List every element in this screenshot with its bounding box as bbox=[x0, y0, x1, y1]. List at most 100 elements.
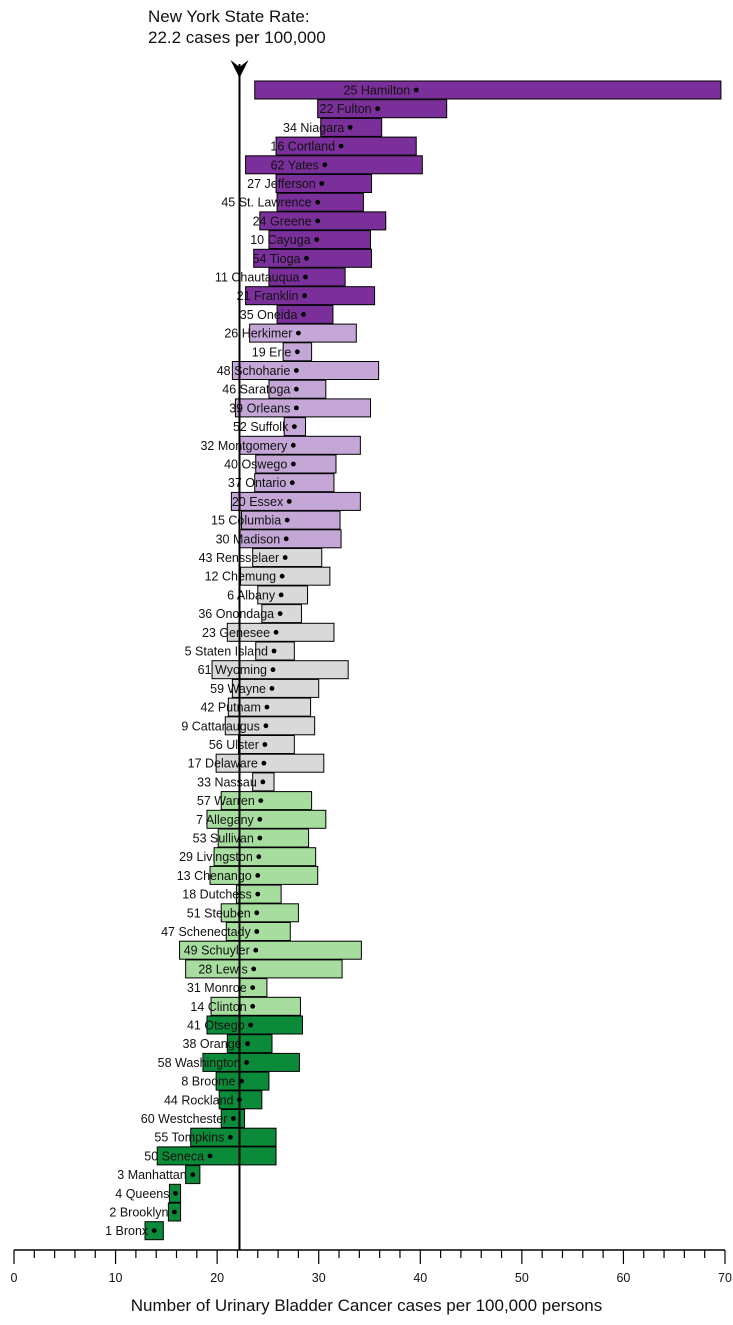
confidence-bar bbox=[317, 99, 448, 119]
county-label: 53 Sullivan bbox=[193, 832, 254, 846]
confidence-bar bbox=[185, 959, 343, 979]
county-label: 34 Niagara bbox=[283, 121, 344, 135]
county-label: 28 Lewis bbox=[198, 962, 247, 976]
county-label: 5 Staten Island bbox=[185, 645, 268, 659]
county-label: 14 Clinton bbox=[190, 1000, 246, 1014]
county-label: 40 Oswego bbox=[224, 458, 287, 472]
county-label: 32 Montgomery bbox=[200, 439, 288, 453]
county-label: 2 Brooklyn bbox=[109, 1206, 168, 1220]
confidence-bar bbox=[268, 230, 372, 250]
confidence-bar bbox=[156, 1146, 277, 1166]
county-label: 19 Erie bbox=[252, 345, 292, 359]
county-label: 47 Schenectady bbox=[161, 925, 251, 939]
county-label: 29 Livingston bbox=[179, 850, 253, 864]
county-label: 37 Ontario bbox=[228, 476, 286, 490]
rate-point bbox=[254, 929, 260, 934]
rate-point bbox=[303, 274, 308, 280]
rate-point bbox=[250, 985, 256, 990]
confidence-bar bbox=[202, 1052, 300, 1072]
rate-point bbox=[282, 555, 288, 560]
county-label: 22 Fulton bbox=[320, 102, 372, 116]
county-label: 25 Hamilton bbox=[344, 84, 411, 98]
rate-point bbox=[257, 816, 263, 822]
rate-point bbox=[261, 760, 267, 766]
x-tick-label: 70 bbox=[718, 1271, 732, 1285]
rate-point bbox=[284, 517, 290, 523]
rate-point bbox=[322, 162, 328, 168]
county-label: 11 Chautauqua bbox=[215, 271, 300, 285]
county-label: 21 Franklin bbox=[237, 289, 299, 303]
rate-point bbox=[260, 779, 266, 785]
rate-point bbox=[289, 480, 295, 486]
rate-point bbox=[269, 686, 275, 691]
confidence-bar bbox=[211, 660, 349, 680]
rate-point bbox=[314, 237, 320, 243]
confidence-bar bbox=[226, 622, 335, 642]
state-rate-line2: 22.2 cases per 100,000 bbox=[148, 28, 326, 47]
rate-point bbox=[151, 1228, 157, 1234]
county-label: 27 Jefferson bbox=[247, 177, 316, 191]
rate-point bbox=[302, 293, 307, 299]
rate-point bbox=[262, 742, 268, 747]
county-label: 20 Essex bbox=[232, 495, 284, 509]
rate-point bbox=[172, 1209, 177, 1215]
county-label: 52 Suffolk bbox=[233, 420, 289, 434]
rate-point bbox=[290, 461, 296, 467]
county-label: 56 Ulster bbox=[209, 738, 259, 752]
x-tick-label: 30 bbox=[312, 1271, 326, 1285]
county-label: 1 Bronx bbox=[105, 1224, 149, 1238]
rate-point bbox=[263, 723, 269, 729]
county-label: 44 Rockland bbox=[164, 1093, 234, 1107]
confidence-bar bbox=[220, 903, 299, 923]
county-label: 60 Westchester bbox=[141, 1112, 228, 1126]
rate-point bbox=[290, 442, 296, 448]
confidence-bar bbox=[227, 697, 312, 717]
rate-point bbox=[271, 648, 277, 654]
confidence-bar bbox=[209, 865, 319, 885]
rate-point bbox=[257, 835, 263, 841]
rate-point bbox=[375, 106, 381, 112]
rate-point bbox=[190, 1172, 196, 1177]
confidence-bar bbox=[210, 996, 301, 1016]
x-axis-title: Number of Urinary Bladder Cancer cases p… bbox=[130, 1296, 603, 1315]
rate-point bbox=[413, 87, 419, 93]
county-label: 55 Tompkins bbox=[154, 1131, 224, 1145]
county-label: 38 Orange bbox=[183, 1037, 242, 1051]
county-label: 62 Yates bbox=[271, 158, 319, 172]
rate-point bbox=[283, 536, 289, 542]
confidence-bar bbox=[240, 566, 331, 586]
county-label: 9 Cattaraugus bbox=[181, 719, 260, 733]
rate-point bbox=[227, 1134, 233, 1140]
rate-point bbox=[304, 255, 309, 261]
confidence-bar bbox=[231, 361, 380, 380]
confidence-bar bbox=[249, 323, 357, 343]
county-label: 15 Columbia bbox=[211, 514, 281, 528]
rate-point bbox=[301, 312, 306, 317]
confidence-bar bbox=[179, 940, 362, 960]
rate-point bbox=[273, 629, 279, 635]
rate-point bbox=[270, 667, 276, 673]
rate-point bbox=[244, 1060, 249, 1065]
x-tick-label: 10 bbox=[109, 1271, 123, 1285]
x-tick-label: 20 bbox=[210, 1271, 224, 1285]
rate-point bbox=[255, 891, 261, 897]
county-label: 26 Herkimer bbox=[224, 327, 292, 341]
county-label: 16 Cortland bbox=[270, 140, 335, 154]
county-label: 58 Washington bbox=[158, 1056, 241, 1070]
x-tick-label: 40 bbox=[413, 1271, 427, 1285]
confidence-bar bbox=[206, 1015, 303, 1035]
rate-point bbox=[173, 1190, 178, 1196]
rate-point bbox=[254, 910, 260, 916]
rate-point bbox=[230, 1116, 236, 1121]
county-label: 10 Cayuga bbox=[250, 233, 311, 247]
rate-point bbox=[264, 704, 270, 710]
x-tick-label: 0 bbox=[11, 1271, 18, 1285]
confidence-bar bbox=[276, 192, 364, 212]
county-label: 3 Manhattan bbox=[117, 1168, 187, 1182]
county-label: 23 Genesee bbox=[202, 626, 270, 640]
rate-point bbox=[294, 349, 300, 355]
confidence-bar bbox=[220, 791, 313, 811]
confidence-bar bbox=[253, 248, 373, 268]
rate-point bbox=[286, 499, 292, 504]
rate-point bbox=[293, 405, 299, 411]
